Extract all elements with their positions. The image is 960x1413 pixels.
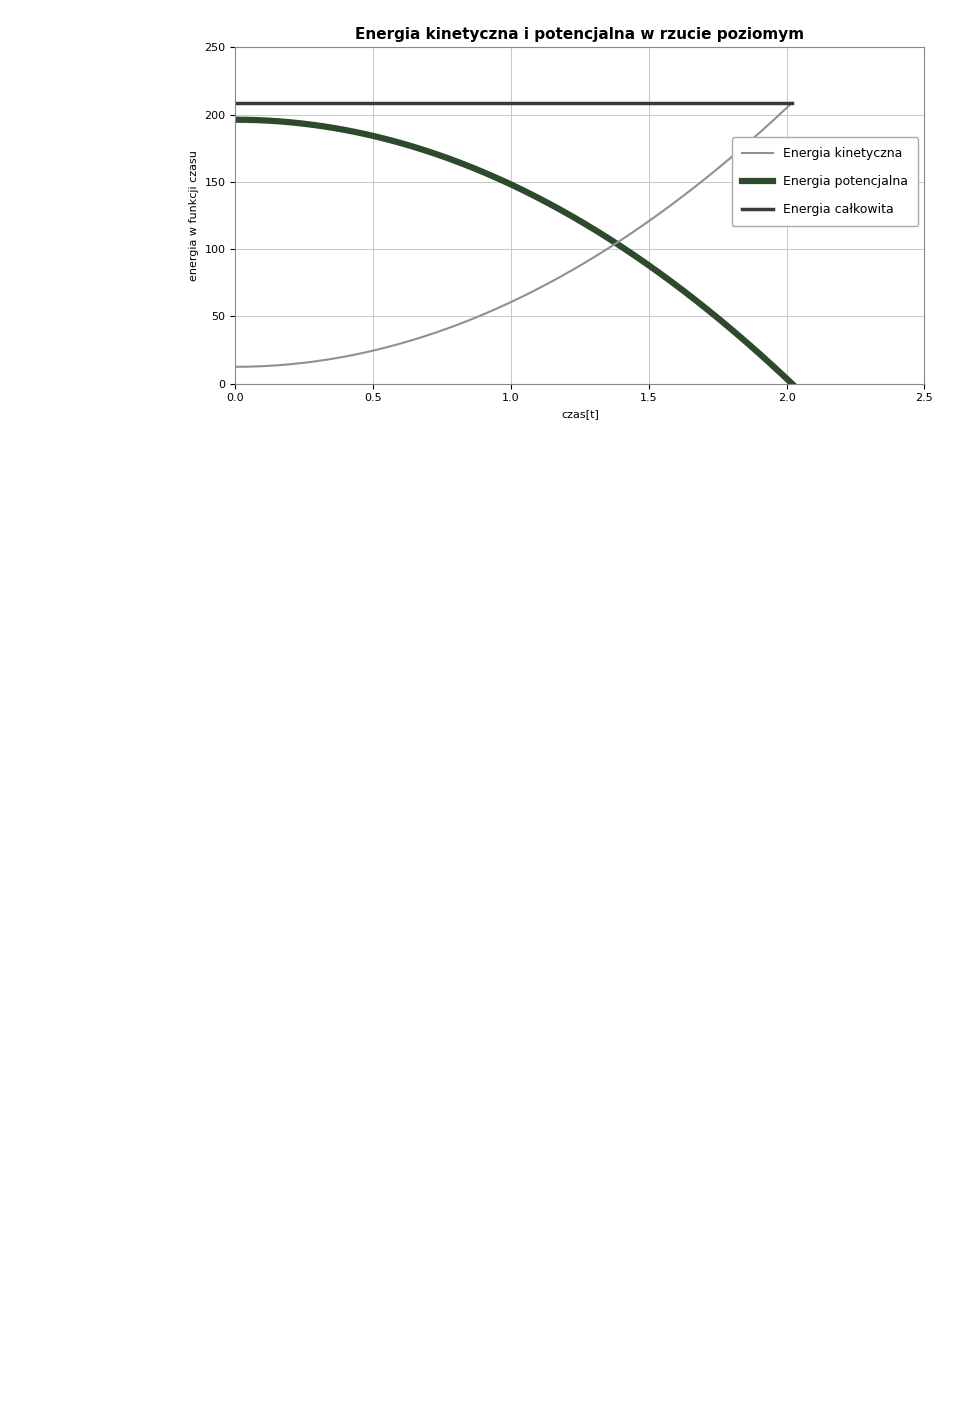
Energia potencjalna: [555, 202, 566, 219]
Energia całkowita: [362, 95, 373, 112]
Energia kinetyczna: [732, 143, 744, 160]
Energia całkowita: [742, 95, 754, 112]
Energia całkowita: [302, 95, 314, 112]
Energia całkowita: [233, 95, 245, 112]
Energia potencjalna: [261, 112, 273, 129]
Energia całkowita: [262, 95, 274, 112]
Line: Energia potencjalna: Energia potencjalna: [235, 120, 792, 384]
Energia kinetyczna: [786, 95, 798, 112]
Energia potencjalna: [360, 126, 372, 143]
Energia kinetyczna: [229, 359, 241, 376]
Energia potencjalna: [229, 112, 241, 129]
Energia kinetyczna: [360, 343, 372, 360]
Energia całkowita: [735, 95, 747, 112]
X-axis label: czas[t]: czas[t]: [561, 408, 599, 418]
Energia kinetyczna: [301, 355, 313, 372]
Energia kinetyczna: [555, 268, 566, 285]
Energia całkowita: [786, 95, 798, 112]
Energia potencjalna: [786, 376, 798, 393]
Title: Energia kinetyczna i potencjalna w rzucie poziomym: Energia kinetyczna i potencjalna w rzuci…: [355, 27, 804, 42]
Energia potencjalna: [732, 326, 744, 343]
Energia potencjalna: [301, 116, 313, 133]
Energia potencjalna: [739, 332, 751, 349]
Energia całkowita: [707, 95, 718, 112]
Energia całkowita: [229, 95, 241, 112]
Energia całkowita: [556, 95, 567, 112]
Energia kinetyczna: [261, 357, 273, 374]
Y-axis label: energia w funkcji czasu: energia w funkcji czasu: [189, 150, 199, 281]
Line: Energia kinetyczna: Energia kinetyczna: [235, 103, 792, 367]
Legend: Energia kinetyczna, Energia potencjalna, Energia całkowita: Energia kinetyczna, Energia potencjalna,…: [732, 137, 918, 226]
Energia kinetyczna: [739, 137, 751, 154]
